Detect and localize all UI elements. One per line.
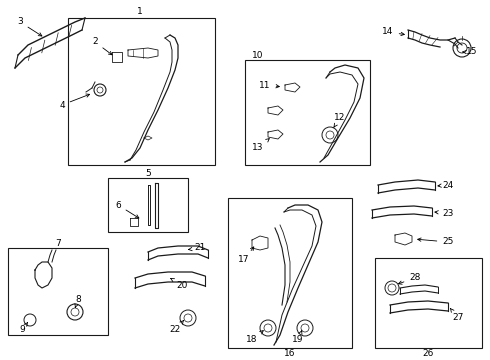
Text: 4: 4	[59, 94, 90, 109]
Text: 27: 27	[450, 309, 464, 323]
Text: 16: 16	[284, 348, 296, 357]
Text: 23: 23	[435, 208, 454, 217]
Text: 14: 14	[382, 27, 404, 36]
Text: 18: 18	[246, 330, 263, 345]
Text: 5: 5	[145, 168, 151, 177]
Text: 26: 26	[422, 348, 434, 357]
Bar	[245, 60, 370, 165]
Text: 11: 11	[259, 81, 279, 90]
Text: 20: 20	[171, 278, 188, 289]
Text: 25: 25	[417, 238, 454, 247]
Bar	[228, 198, 352, 348]
Bar	[375, 258, 482, 348]
Text: 24: 24	[438, 180, 454, 189]
Text: 17: 17	[238, 247, 254, 265]
Text: 28: 28	[398, 274, 421, 284]
Text: 15: 15	[463, 48, 478, 57]
Text: 22: 22	[170, 320, 184, 334]
Bar	[8, 248, 108, 335]
Text: 9: 9	[19, 323, 27, 334]
Bar	[108, 178, 188, 232]
Text: 3: 3	[17, 18, 42, 36]
Text: 2: 2	[92, 37, 112, 55]
Text: 7: 7	[55, 238, 61, 248]
Text: 19: 19	[292, 330, 304, 345]
Bar	[68, 18, 215, 165]
Text: 12: 12	[334, 113, 345, 127]
Text: 6: 6	[115, 201, 139, 218]
Text: 1: 1	[137, 8, 143, 17]
Text: 10: 10	[252, 50, 264, 59]
Text: 13: 13	[252, 139, 270, 153]
Text: 8: 8	[75, 296, 81, 307]
Text: 21: 21	[189, 243, 206, 252]
